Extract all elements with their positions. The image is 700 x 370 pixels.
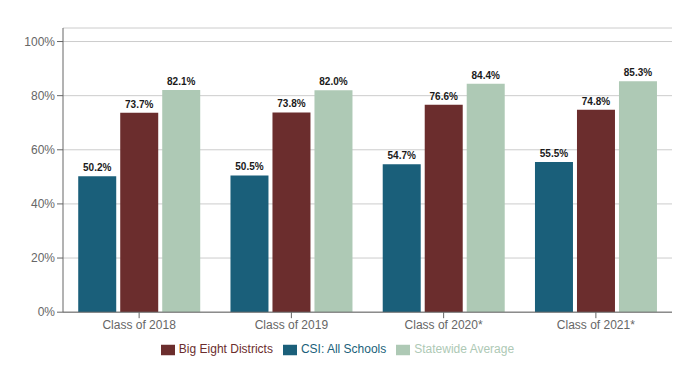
html-text:CSI: All Schools: CSI: All Schools (300, 342, 387, 357)
html-text:Big Eight Districts: Big Eight Districts (178, 342, 273, 357)
svg-text:Class of 2019: Class of 2019 (255, 318, 329, 332)
html-text:Statewide Average: Statewide Average (414, 342, 515, 357)
svg-text:Class of 2021*: Class of 2021* (557, 318, 635, 332)
svg-text:74.8%: 74.8% (582, 96, 610, 107)
svg-text:Class of 2018: Class of 2018 (102, 318, 176, 332)
svg-text:60%: 60% (31, 143, 55, 157)
svg-text:82.1%: 82.1% (167, 76, 195, 87)
svg-text:40%: 40% (31, 197, 55, 211)
svg-text:Class of 2020*: Class of 2020* (405, 318, 483, 332)
svg-text:50.5%: 50.5% (235, 161, 263, 172)
svg-text:80%: 80% (31, 89, 55, 103)
svg-text:0%: 0% (38, 305, 56, 319)
svg-text:100%: 100% (24, 35, 55, 49)
svg-text:84.4%: 84.4% (472, 70, 500, 81)
svg-text:82.0%: 82.0% (319, 76, 347, 87)
svg-text:55.5%: 55.5% (540, 148, 568, 159)
svg-text:73.7%: 73.7% (125, 99, 153, 110)
svg-text:76.6%: 76.6% (430, 91, 458, 102)
svg-text:54.7%: 54.7% (388, 150, 416, 161)
svg-text:73.8%: 73.8% (277, 98, 305, 109)
svg-text:85.3%: 85.3% (624, 67, 652, 78)
svg-text:50.2%: 50.2% (83, 162, 111, 173)
svg-text:20%: 20% (31, 251, 55, 265)
